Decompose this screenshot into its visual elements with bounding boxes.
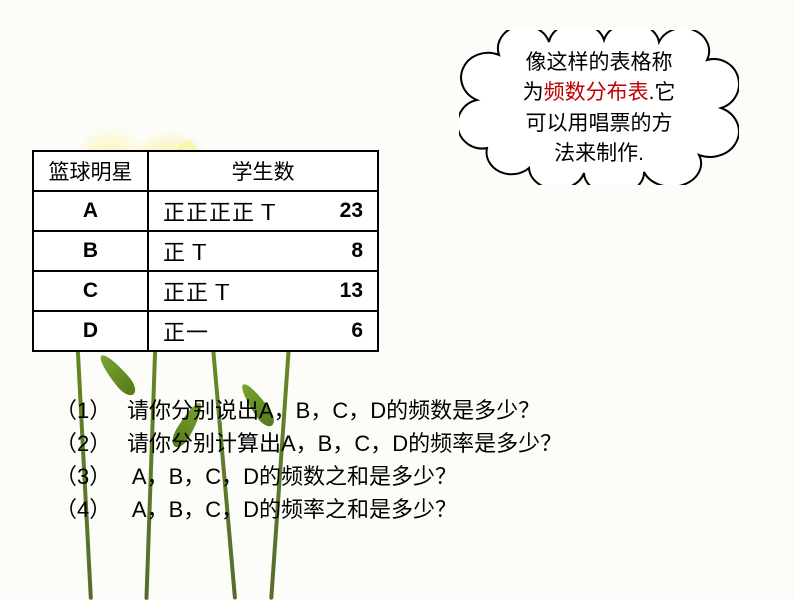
table-row: A 正正正正 𝖳 23 [33, 191, 378, 231]
row-count: 6 [351, 319, 363, 343]
question-list: （1）请你分别说出A，B，C，D的频数是多少？ （2）请你分别计算出A，B，C，… [55, 394, 562, 526]
q-text: 请你分别说出A，B，C，D的频数是多少？ [127, 398, 540, 423]
q-num: （3） [55, 460, 127, 493]
row-label: C [33, 271, 148, 311]
bubble-line2a: 为 [523, 81, 544, 104]
q-num: （1） [55, 394, 127, 427]
row-tally-cell: 正 𝖳 8 [148, 231, 378, 271]
table-row: B 正 𝖳 8 [33, 231, 378, 271]
row-tally-cell: 正一 6 [148, 311, 378, 351]
question-1: （1）请你分别说出A，B，C，D的频数是多少？ [55, 394, 562, 427]
header-col1: 篮球明星 [33, 151, 148, 191]
row-tally-cell: 正正 𝖳 13 [148, 271, 378, 311]
table-row: D 正一 6 [33, 311, 378, 351]
table-header-row: 篮球明星 学生数 [33, 151, 378, 191]
tally-marks: 正一 [163, 320, 209, 345]
bubble-line4: 法来制作. [554, 142, 644, 165]
header-col2: 学生数 [148, 151, 378, 191]
row-count: 8 [351, 239, 363, 263]
q-num: （4） [55, 493, 127, 526]
q-text: A，B，C，D的频数之和是多少？ [127, 464, 457, 489]
tally-marks: 正 𝖳 [163, 240, 207, 265]
tally-marks: 正正正正 𝖳 [163, 200, 276, 225]
row-tally-cell: 正正正正 𝖳 23 [148, 191, 378, 231]
row-label: D [33, 311, 148, 351]
bubble-line2b: .它 [649, 81, 676, 104]
q-num: （2） [55, 427, 127, 460]
row-label: B [33, 231, 148, 271]
q-text: 请你分别计算出A，B，C，D的频率是多少？ [127, 431, 562, 456]
question-2: （2）请你分别计算出A，B，C，D的频率是多少？ [55, 427, 562, 460]
question-3: （3） A，B，C，D的频数之和是多少？ [55, 460, 562, 493]
thought-bubble: 像这样的表格称 为频数分布表.它 可以用唱票的方 法来制作. [459, 30, 739, 185]
question-4: （4） A，B，C，D的频率之和是多少？ [55, 493, 562, 526]
tally-marks: 正正 𝖳 [163, 280, 230, 305]
q-text: A，B，C，D的频率之和是多少？ [127, 497, 457, 522]
bubble-red-term: 频数分布表 [544, 81, 649, 104]
row-count: 23 [340, 199, 363, 223]
table-row: C 正正 𝖳 13 [33, 271, 378, 311]
bubble-line3: 可以用唱票的方 [526, 112, 673, 135]
row-label: A [33, 191, 148, 231]
frequency-table: 篮球明星 学生数 A 正正正正 𝖳 23 B 正 𝖳 8 C 正正 𝖳 13 D… [32, 150, 379, 352]
bubble-text: 像这样的表格称 为频数分布表.它 可以用唱票的方 法来制作. [481, 48, 717, 167]
bubble-line1: 像这样的表格称 [526, 51, 673, 74]
row-count: 13 [340, 279, 363, 303]
